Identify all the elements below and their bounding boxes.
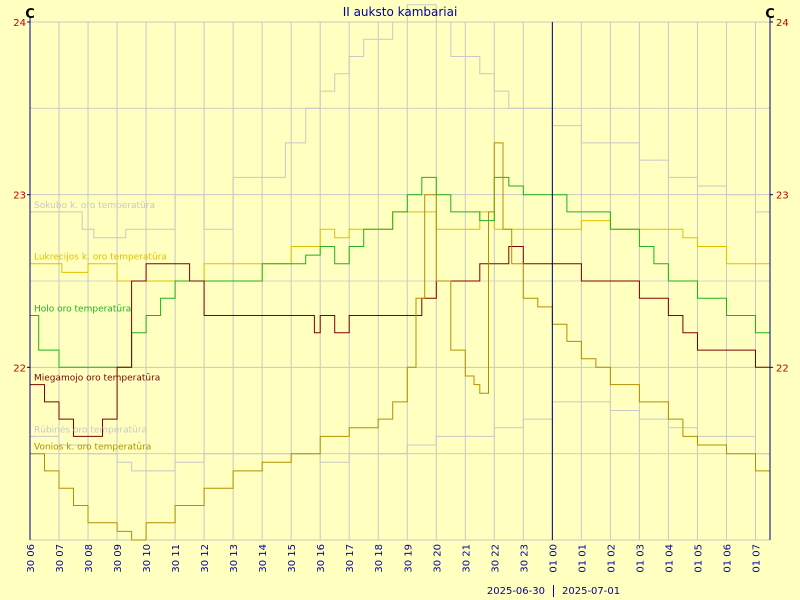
y-tick-right: 24 bbox=[776, 18, 789, 29]
x-tick-label: 01 04 bbox=[664, 544, 675, 573]
label-layer: Sokubo k. oro temperatūra Lukrecijos k. o… bbox=[13, 18, 788, 573]
series-label-1: Lukrecijos k. oro temperatūra bbox=[34, 253, 167, 263]
unit-left: C bbox=[25, 7, 35, 22]
y-tick-right: 22 bbox=[776, 363, 789, 374]
x-tick-label: 30 14 bbox=[258, 544, 269, 573]
x-tick-label: 30 21 bbox=[461, 544, 472, 573]
x-tick-label: 01 00 bbox=[548, 544, 559, 573]
x-tick-label: 30 20 bbox=[432, 544, 443, 573]
chart-title: II auksto kambariai bbox=[343, 5, 458, 19]
y-tick-right: 23 bbox=[776, 191, 789, 202]
x-tick-label: 30 11 bbox=[171, 544, 182, 573]
x-tick-label: 30 12 bbox=[200, 544, 211, 573]
x-tick-label: 01 07 bbox=[752, 544, 763, 573]
y-tick-left: 24 bbox=[13, 18, 26, 29]
x-tick-label: 30 23 bbox=[519, 544, 530, 573]
series-label-0: Sokubo k. oro temperatūra bbox=[34, 201, 155, 211]
x-tick-label: 30 06 bbox=[26, 544, 37, 573]
x-tick-label: 30 13 bbox=[229, 544, 240, 573]
series-label-3: Miegamojo oro temperatūra bbox=[34, 374, 160, 384]
x-tick-label: 30 17 bbox=[345, 544, 356, 573]
y-tick-left: 22 bbox=[13, 363, 26, 374]
series-label-5: Vonios k. oro temperatūra bbox=[34, 443, 151, 453]
x-tick-label: 01 02 bbox=[606, 544, 617, 573]
date-left: 2025-06-30 bbox=[487, 586, 545, 597]
x-tick-label: 01 01 bbox=[577, 544, 588, 573]
x-tick-label: 30 19 bbox=[403, 544, 414, 573]
series-line-5 bbox=[30, 142, 771, 541]
x-tick-label: 01 06 bbox=[723, 544, 734, 573]
series-label-4: Rūbinės oro temperatūra bbox=[34, 425, 147, 435]
y-tick-left: 23 bbox=[13, 191, 26, 202]
series-line-4 bbox=[30, 401, 770, 472]
x-tick-label: 30 15 bbox=[287, 544, 298, 573]
x-tick-label: 30 08 bbox=[84, 544, 95, 573]
unit-right: C bbox=[765, 7, 775, 22]
x-tick-label: 30 18 bbox=[374, 544, 385, 573]
x-tick-label: 30 07 bbox=[55, 544, 66, 573]
x-tick-label: 01 05 bbox=[694, 544, 705, 573]
x-tick-label: 30 10 bbox=[142, 544, 153, 573]
series-line-2 bbox=[30, 176, 771, 368]
series-line-0 bbox=[30, 4, 770, 239]
series-layer bbox=[30, 4, 771, 541]
date-right: 2025-07-01 bbox=[562, 586, 620, 597]
x-tick-label: 30 16 bbox=[316, 544, 327, 573]
x-tick-label: 30 09 bbox=[113, 544, 124, 573]
axis-layer bbox=[27, 16, 773, 540]
x-tick-label: 01 03 bbox=[635, 544, 646, 573]
series-label-2: Holo oro temperatūra bbox=[34, 305, 131, 315]
series-line-3 bbox=[30, 246, 771, 437]
x-tick-label: 30 22 bbox=[490, 544, 501, 573]
